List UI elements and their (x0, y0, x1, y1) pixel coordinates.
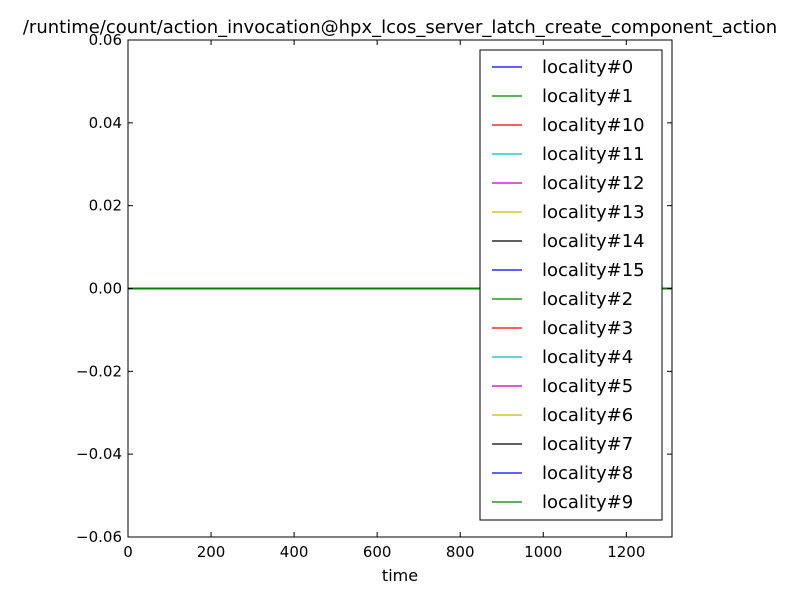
y-tick-label-3: 0.00 (89, 280, 122, 298)
legend-label-6: locality#14 (542, 231, 645, 252)
x-tick-label-6: 1200 (607, 543, 645, 561)
legend-box (479, 49, 663, 521)
x-tick-label-5: 1000 (524, 543, 562, 561)
x-tick-label-2: 400 (280, 543, 309, 561)
legend-label-2: locality#10 (542, 115, 645, 136)
y-tick-label-2: −0.02 (76, 362, 122, 380)
legend-label-8: locality#2 (542, 289, 633, 310)
legend-label-0: locality#0 (542, 57, 633, 78)
legend-label-3: locality#11 (542, 144, 645, 165)
legend-label-12: locality#6 (542, 405, 633, 426)
legend-label-5: locality#13 (542, 202, 645, 223)
x-tick-label-3: 600 (363, 543, 392, 561)
x-axis-label: time (382, 566, 418, 585)
x-tick-label-4: 800 (446, 543, 475, 561)
y-tick-label-1: −0.04 (76, 445, 122, 463)
legend-label-7: locality#15 (542, 260, 645, 281)
axis-ticks: 0 200 400 600 800 1000 1200 −0.06 −0.04 −0.02 0.00… (76, 31, 672, 561)
legend-label-15: locality#9 (542, 492, 633, 513)
y-tick-label-6: 0.06 (89, 31, 122, 49)
legend-label-4: locality#12 (542, 173, 645, 194)
x-tick-label-0: 0 (123, 543, 133, 561)
legend-label-14: locality#8 (542, 463, 633, 484)
y-tick-label-0: −0.06 (76, 528, 122, 546)
legend-label-9: locality#3 (542, 318, 633, 339)
y-tick-label-5: 0.04 (89, 114, 122, 132)
legend: locality#0 locality#1 locality#10 locality#… (479, 49, 663, 521)
x-tick-label-1: 200 (197, 543, 226, 561)
legend-label-1: locality#1 (542, 86, 633, 107)
y-tick-label-4: 0.02 (89, 197, 122, 215)
legend-label-13: locality#7 (542, 434, 633, 455)
chart-title: /runtime/count/action_invocation@hpx_lco… (23, 17, 777, 38)
legend-label-11: locality#5 (542, 376, 633, 397)
legend-label-10: locality#4 (542, 347, 633, 368)
